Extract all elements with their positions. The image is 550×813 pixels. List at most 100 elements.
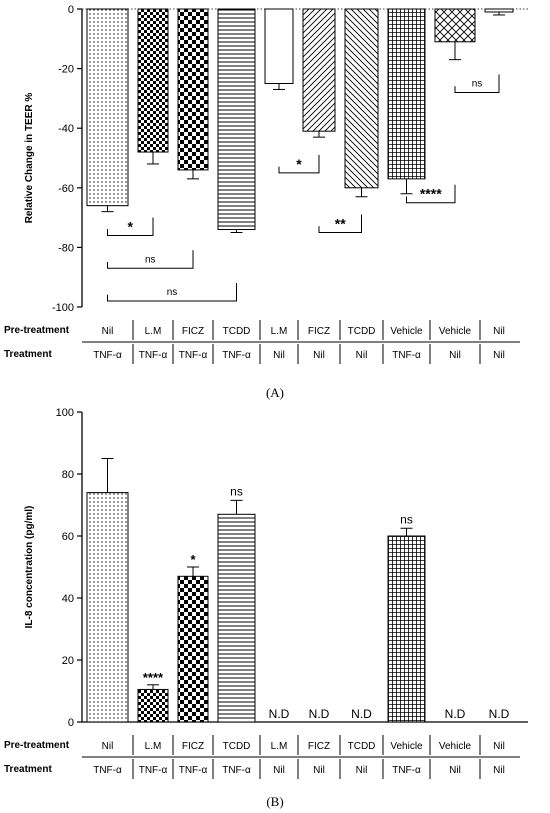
annotation-10: N.D: [489, 707, 510, 721]
treatment-cell-7: Nil: [356, 350, 368, 361]
pretreatment-cell-5: L.M: [271, 326, 288, 337]
pretreatment-cell-7: TCDD: [348, 741, 376, 752]
panel-a: 0 -20 -40 -60 -80 -100 Relative Change in TEER…: [4, 4, 528, 400]
treatment-cell-9: Nil: [449, 350, 461, 361]
pretreatment-cell-4: TCDD: [223, 326, 251, 337]
bar-9: [434, 8, 476, 43]
bar-8: [387, 535, 426, 723]
treatment-row-label: Treatment: [4, 764, 52, 775]
y-tick-label: -20: [58, 64, 74, 76]
annotation-6: N.D: [309, 707, 330, 721]
bar-4: [217, 8, 256, 231]
pretreatment-row-label: Pre-treatment: [4, 325, 70, 336]
treatment-cell-3: TNF-α: [179, 765, 208, 776]
pretreatment-cell-2: L.M: [145, 741, 162, 752]
treatment-cell-6: Nil: [313, 350, 325, 361]
annotation-8: ns: [400, 512, 413, 526]
treatment-cell-10: Nil: [493, 765, 505, 776]
treatment-cell-4: TNF-α: [222, 765, 251, 776]
annotation-3: *: [190, 552, 196, 567]
treatment-cell-9: Nil: [449, 765, 461, 776]
bar-10: [484, 8, 514, 13]
pretreatment-row-label: Pre-treatment: [4, 740, 70, 751]
pretreatment-cell-1: Nil: [102, 326, 114, 337]
y-tick-label: 40: [62, 593, 74, 605]
treatment-cell-3: TNF-α: [179, 350, 208, 361]
bar-5: [264, 8, 294, 84]
bar-1: [86, 492, 129, 723]
bar-7: [344, 8, 379, 189]
comparison-label-2: ns: [145, 254, 156, 265]
annotation-5: N.D: [269, 707, 290, 721]
pretreatment-cell-2: L.M: [145, 326, 162, 337]
comparison-bracket-2: [107, 250, 194, 269]
pretreatment-cell-1: Nil: [102, 741, 114, 752]
y-tick-label: 80: [62, 469, 74, 481]
y-tick-label: -100: [52, 302, 74, 314]
bar-1: [86, 8, 129, 207]
bar-4: [217, 513, 256, 723]
treatment-cell-5: Nil: [273, 350, 285, 361]
treatment-cell-2: TNF-α: [139, 350, 168, 361]
treatment-cell-7: Nil: [356, 765, 368, 776]
comparison-label-5: **: [335, 216, 346, 232]
comparison-bracket-6: [406, 184, 456, 204]
treatment-cell-6: Nil: [313, 765, 325, 776]
bar-8: [387, 8, 426, 180]
comparison-bracket-1: [107, 217, 154, 236]
pretreatment-cell-6: FICZ: [308, 326, 330, 337]
bar-2: [137, 688, 169, 723]
annotation-9: N.D: [445, 707, 466, 721]
treatment-cell-8: TNF-α: [392, 765, 421, 776]
treatment-row-label: Treatment: [4, 349, 52, 360]
pretreatment-cell-5: L.M: [271, 741, 288, 752]
comparison-bracket-5: [318, 214, 362, 233]
annotation-7: N.D: [351, 707, 372, 721]
comparison-bracket-3: [107, 283, 237, 302]
panel-caption: (A): [266, 385, 284, 400]
panel-caption: (B): [266, 794, 283, 809]
comparison-bracket-4: [278, 154, 320, 174]
comparison-label-1: *: [128, 218, 134, 234]
y-tick-label: -40: [58, 123, 74, 135]
comparison-bracket-7: [454, 74, 500, 93]
pretreatment-cell-4: TCDD: [223, 741, 251, 752]
y-tick-label: -60: [58, 183, 74, 195]
annotation-4: ns: [230, 484, 243, 498]
bar-6: [302, 8, 336, 132]
pretreatment-cell-3: FICZ: [182, 741, 204, 752]
bar-2: [137, 8, 169, 153]
treatment-cell-10: Nil: [493, 350, 505, 361]
y-tick-label: 100: [56, 407, 74, 419]
bar-3: [177, 575, 209, 723]
pretreatment-cell-8: Vehicle: [390, 326, 423, 337]
treatment-cell-5: Nil: [273, 765, 285, 776]
treatment-cell-1: TNF-α: [93, 350, 122, 361]
y-tick-label: -80: [58, 242, 74, 254]
annotation-2: ****: [143, 670, 164, 685]
comparison-label-3: ns: [167, 287, 178, 298]
bar-3: [177, 8, 209, 171]
pretreatment-cell-10: Nil: [493, 326, 505, 337]
y-tick-label: 0: [68, 717, 74, 729]
y-tick-label: 0: [68, 4, 74, 16]
treatment-cell-4: TNF-α: [222, 350, 251, 361]
y-axis-label: IL-8 concentration (pg/ml): [24, 506, 35, 629]
comparison-label-4: *: [296, 156, 302, 172]
y-tick-label: 20: [62, 655, 74, 667]
y-tick-label: 60: [62, 531, 74, 543]
pretreatment-cell-3: FICZ: [182, 326, 204, 337]
pretreatment-cell-8: Vehicle: [390, 741, 423, 752]
treatment-cell-2: TNF-α: [139, 765, 168, 776]
pretreatment-cell-9: Vehicle: [439, 741, 472, 752]
treatment-cell-8: TNF-α: [392, 350, 421, 361]
pretreatment-cell-9: Vehicle: [439, 326, 472, 337]
comparison-label-7: ns: [472, 78, 483, 89]
treatment-cell-1: TNF-α: [93, 765, 122, 776]
pretreatment-cell-6: FICZ: [308, 741, 330, 752]
y-axis-label: Relative Change in TEER %: [24, 93, 35, 224]
comparison-label-6: ****: [420, 186, 442, 202]
pretreatment-cell-10: Nil: [493, 741, 505, 752]
